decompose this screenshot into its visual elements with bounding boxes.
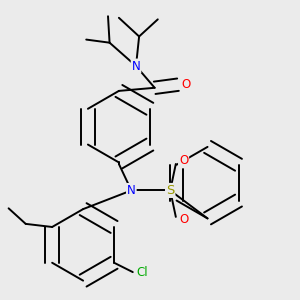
Text: Cl: Cl — [136, 266, 148, 279]
Text: N: N — [132, 59, 140, 73]
Text: O: O — [179, 154, 188, 167]
Text: N: N — [127, 184, 136, 197]
Text: S: S — [166, 184, 174, 197]
Text: O: O — [179, 214, 188, 226]
Text: O: O — [181, 78, 190, 91]
